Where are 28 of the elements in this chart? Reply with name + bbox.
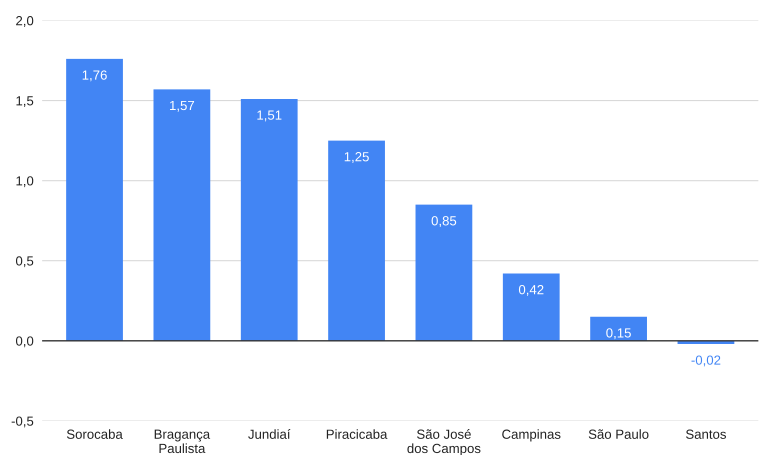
x-tick-label: Santos xyxy=(686,430,726,439)
data-label: 1,25 xyxy=(344,152,369,163)
data-label: 1,76 xyxy=(82,70,107,82)
data-label: 0,42 xyxy=(518,284,544,296)
data-label: 0,15 xyxy=(606,328,631,340)
bar xyxy=(328,140,385,341)
y-tick-label: 0,5 xyxy=(16,256,34,268)
data-label: -0,02 xyxy=(691,355,720,366)
y-tick-label: -0,5 xyxy=(12,416,34,428)
x-tick-label: Bragança Paulista xyxy=(154,430,210,454)
x-tick-label: Campinas xyxy=(502,429,560,442)
bar xyxy=(416,204,472,341)
y-tick-label: 1,0 xyxy=(16,176,34,188)
bar xyxy=(240,98,298,341)
bar xyxy=(153,89,210,341)
bar xyxy=(66,58,123,341)
data-label: 1,57 xyxy=(170,100,194,112)
y-tick-label: 1,5 xyxy=(16,96,34,108)
bar xyxy=(590,316,647,341)
data-label: 0,85 xyxy=(432,216,456,228)
x-tick-label: Sorocaba xyxy=(66,429,123,439)
data-label: 1,51 xyxy=(257,110,282,122)
y-tick-label: 0,0 xyxy=(16,336,34,348)
y-tick-label: 2,0 xyxy=(16,16,34,27)
x-tick-label: Jundiaí xyxy=(248,429,290,439)
bar xyxy=(502,274,560,341)
x-tick-label: São Paulo xyxy=(588,429,648,439)
x-tick-label: Piracicaba xyxy=(326,429,388,439)
